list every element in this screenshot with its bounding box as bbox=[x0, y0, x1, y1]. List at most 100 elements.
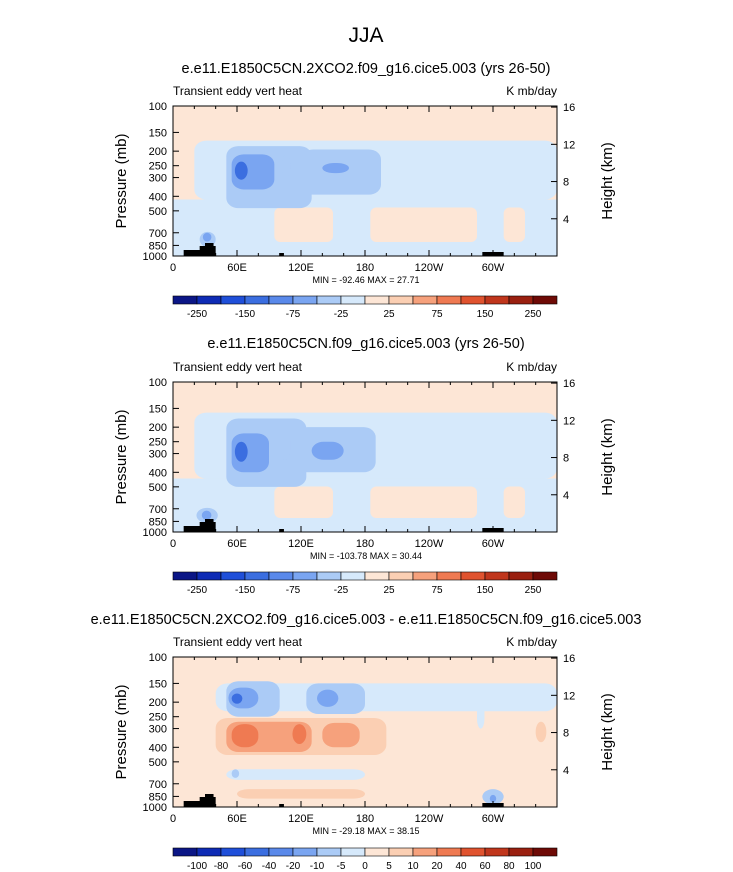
contour-region bbox=[311, 441, 344, 460]
x-tick-label: 120W bbox=[415, 262, 444, 274]
colorbar-label: 60 bbox=[479, 861, 491, 872]
colorbar-box bbox=[340, 295, 366, 305]
min-max-label: MIN = -29.18 MAX = 38.15 bbox=[312, 826, 419, 836]
panel-title: e.e11.E1850C5CN.2XCO2.f09_g16.cice5.003 … bbox=[182, 61, 551, 77]
y-tick-label: 1000 bbox=[143, 527, 167, 539]
x-tick-label: 180 bbox=[356, 262, 374, 274]
y2-axis-title: Height (km) bbox=[599, 693, 616, 771]
y-tick-label: 200 bbox=[149, 146, 167, 158]
y2-tick-label: 4 bbox=[563, 214, 569, 226]
colorbar-label: 250 bbox=[525, 585, 542, 596]
figure-title: JJA bbox=[348, 24, 383, 47]
contour-region bbox=[234, 441, 248, 462]
contour-region bbox=[322, 722, 360, 748]
colorbar-box bbox=[484, 295, 510, 305]
colorbar-box bbox=[436, 847, 462, 857]
contour-region bbox=[173, 478, 557, 532]
y-tick-label: 200 bbox=[149, 422, 167, 434]
topography bbox=[279, 804, 284, 807]
colorbar-label: 0 bbox=[362, 861, 368, 872]
y-tick-label: 300 bbox=[149, 724, 167, 736]
colorbar-label: 40 bbox=[455, 861, 467, 872]
colorbar-box bbox=[364, 571, 390, 581]
x-tick-label: 60W bbox=[482, 262, 505, 274]
colorbar-box bbox=[268, 847, 294, 857]
colorbar-box bbox=[388, 847, 414, 857]
colorbar-label: 250 bbox=[525, 309, 542, 320]
contour-region bbox=[503, 207, 525, 242]
colorbar-label: 20 bbox=[431, 861, 443, 872]
contour-region bbox=[201, 510, 212, 520]
right-string: K mb/day bbox=[506, 635, 557, 649]
contour-region bbox=[231, 769, 240, 778]
colorbar-box bbox=[460, 847, 486, 857]
colorbar-box bbox=[268, 295, 294, 305]
colorbar-box bbox=[388, 571, 414, 581]
colorbar-box bbox=[220, 847, 246, 857]
min-max-label: MIN = -92.46 MAX = 27.71 bbox=[312, 275, 419, 285]
colorbar-box bbox=[412, 295, 438, 305]
colorbar-box bbox=[316, 847, 342, 857]
contour-region bbox=[173, 199, 557, 256]
colorbar-box bbox=[172, 295, 198, 305]
y-tick-label: 100 bbox=[149, 652, 167, 664]
right-string: K mb/day bbox=[506, 84, 557, 98]
topography bbox=[279, 529, 284, 532]
colorbar-label: -150 bbox=[235, 309, 255, 320]
y-tick-label: 850 bbox=[149, 791, 167, 803]
colorbar-box bbox=[292, 847, 318, 857]
colorbar-box bbox=[340, 571, 366, 581]
y-tick-label: 700 bbox=[149, 504, 167, 516]
y2-tick-label: 12 bbox=[563, 139, 575, 151]
colorbar-box bbox=[508, 847, 534, 857]
contour-region bbox=[202, 232, 212, 242]
colorbar-box bbox=[340, 847, 366, 857]
x-tick-label: 60W bbox=[482, 813, 505, 825]
contour-region bbox=[234, 161, 248, 180]
chart-panel-2: e.e11.E1850C5CN.f09_g16.cice5.003 (yrs 2… bbox=[113, 336, 616, 596]
x-tick-label: 120E bbox=[288, 813, 314, 825]
colorbar-box bbox=[532, 295, 558, 305]
y2-tick-label: 16 bbox=[563, 653, 575, 665]
contour-region bbox=[231, 724, 259, 748]
colorbar-label: -20 bbox=[286, 861, 301, 872]
y-tick-label: 250 bbox=[149, 437, 167, 449]
colorbar-box bbox=[388, 295, 414, 305]
colorbar-label: -250 bbox=[187, 309, 207, 320]
colorbar-label: -25 bbox=[334, 309, 349, 320]
y2-tick-label: 8 bbox=[563, 728, 569, 740]
colorbar-label: -150 bbox=[235, 585, 255, 596]
colorbar-label: -10 bbox=[310, 861, 325, 872]
colorbar-label: 100 bbox=[525, 861, 542, 872]
colorbar-box bbox=[196, 847, 222, 857]
y-tick-label: 500 bbox=[149, 757, 167, 769]
x-tick-label: 120E bbox=[288, 262, 314, 274]
contour-region bbox=[237, 789, 365, 799]
contour-region bbox=[477, 687, 485, 729]
y-tick-label: 150 bbox=[149, 678, 167, 690]
colorbar-box bbox=[436, 295, 462, 305]
colorbar-box bbox=[364, 847, 390, 857]
y-tick-label: 200 bbox=[149, 697, 167, 709]
y-tick-label: 1000 bbox=[143, 251, 167, 263]
x-tick-label: 120W bbox=[415, 813, 444, 825]
y-tick-label: 500 bbox=[149, 206, 167, 218]
x-tick-label: 120E bbox=[288, 538, 314, 550]
y2-axis-title: Height (km) bbox=[599, 142, 616, 220]
colorbar-box bbox=[220, 571, 246, 581]
contour-region bbox=[226, 769, 365, 780]
colorbar-label: 75 bbox=[431, 309, 443, 320]
y-tick-label: 850 bbox=[149, 516, 167, 528]
x-tick-label: 60E bbox=[227, 813, 247, 825]
colorbar-label: 150 bbox=[477, 309, 494, 320]
min-max-label: MIN = -103.78 MAX = 30.44 bbox=[310, 551, 422, 561]
y-axis-title: Pressure (mb) bbox=[113, 133, 130, 228]
colorbar-box bbox=[172, 571, 198, 581]
y-tick-label: 700 bbox=[149, 228, 167, 240]
contour-region bbox=[317, 689, 339, 707]
x-tick-label: 0 bbox=[170, 262, 176, 274]
topography bbox=[205, 519, 214, 532]
colorbar-box bbox=[196, 295, 222, 305]
colorbar-box bbox=[508, 571, 534, 581]
